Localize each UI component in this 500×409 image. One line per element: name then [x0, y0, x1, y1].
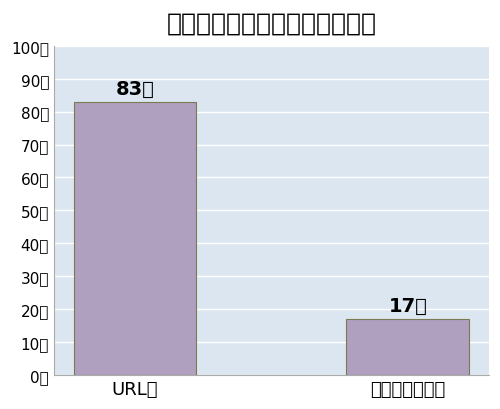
Text: 17社: 17社 [388, 297, 427, 315]
Title: 応募企業が選択した訓練タイプ: 応募企業が選択した訓練タイプ [166, 11, 376, 35]
Text: 83社: 83社 [116, 80, 154, 99]
Bar [346, 319, 469, 375]
Bar [74, 103, 196, 375]
